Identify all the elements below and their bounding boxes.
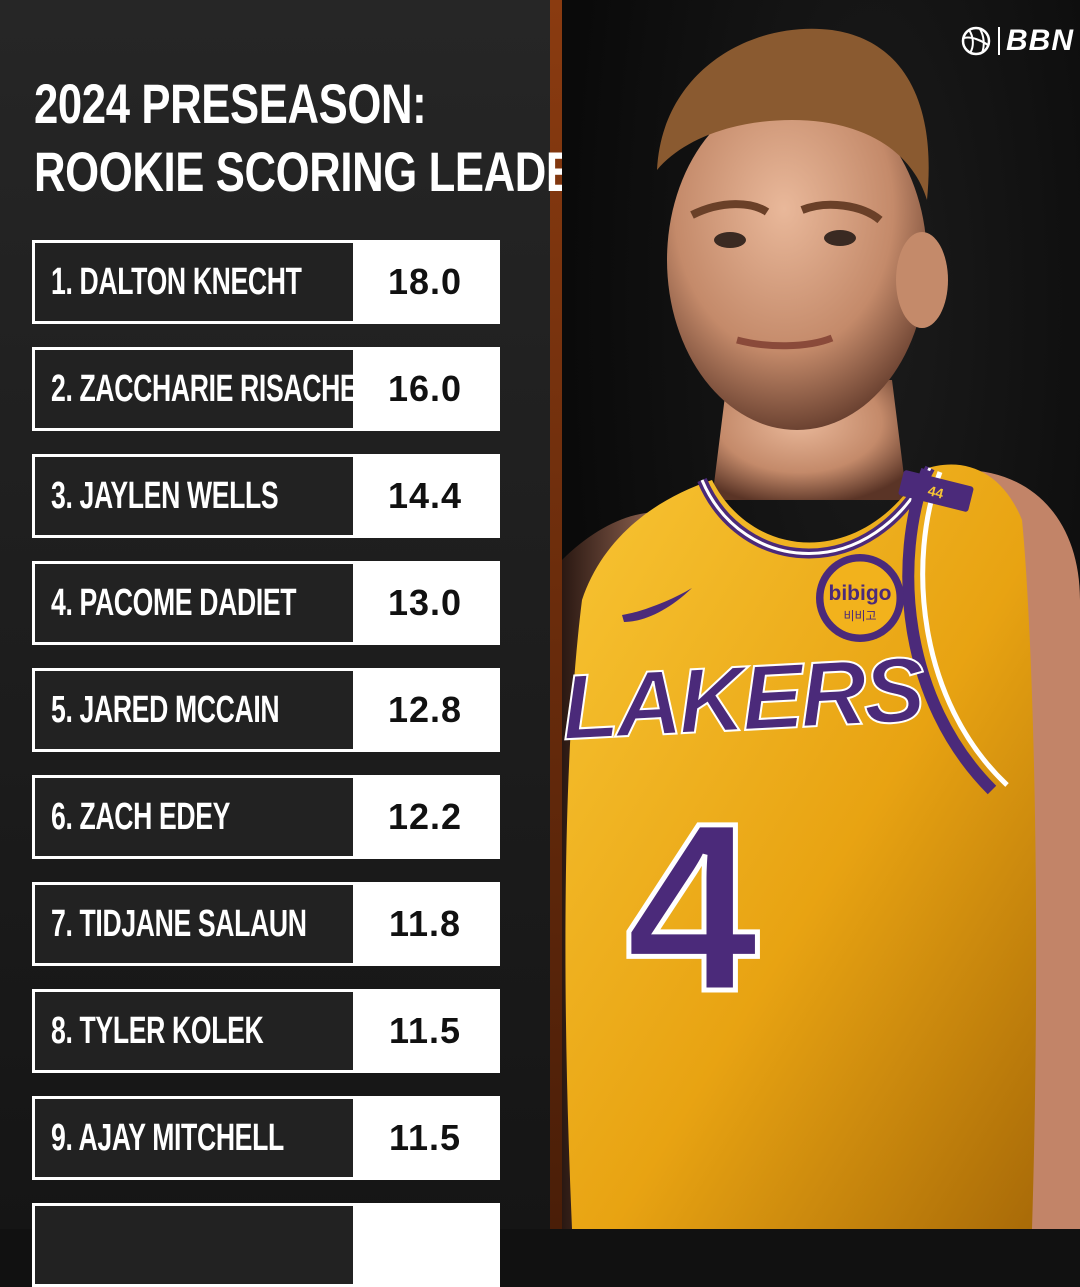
logo-text: BBN <box>1006 24 1074 57</box>
leader-name-cell: 2. ZACCHARIE RISACHER <box>35 350 353 428</box>
leader-name: 8. TYLER KOLEK <box>51 1009 264 1052</box>
leader-points: 11.5 <box>353 1099 497 1177</box>
hair-shape <box>657 28 929 200</box>
leader-row: 7. TIDJANE SALAUN 11.8 <box>32 882 500 966</box>
leader-name-cell: 5. JARED MCCAIN <box>35 671 353 749</box>
shoulder-band <box>898 470 974 512</box>
armhole-trim <box>902 467 997 795</box>
leader-points: 11.8 <box>353 885 497 963</box>
logo-swoosh <box>622 588 692 622</box>
leader-points: 11.5 <box>353 992 497 1070</box>
leader-points: 12.2 <box>353 778 497 856</box>
leader-row: 2. ZACCHARIE RISACHER 16.0 <box>32 347 500 431</box>
title-line-1: 2024 PRESEASON: <box>34 72 427 135</box>
armhole-trim-white <box>920 471 1009 787</box>
leader-name: 2. ZACCHARIE RISACHER <box>51 367 353 410</box>
leader-row: 5. JARED MCCAIN 12.8 <box>32 668 500 752</box>
leader-points: 14.4 <box>353 457 497 535</box>
jersey-wordmark: LAKERS <box>562 639 927 760</box>
leader-name: 5. JARED MCCAIN <box>51 688 280 731</box>
leader-row: 1. DALTON KNECHT 18.0 <box>32 240 500 324</box>
leader-name-cell: 9. AJAY MITCHELL <box>35 1099 353 1177</box>
jersey-patch-inner <box>820 558 900 638</box>
leader-name-cell: 1. DALTON KNECHT <box>35 243 353 321</box>
left-brow <box>690 200 770 219</box>
leader-name: 9. AJAY MITCHELL <box>51 1116 284 1159</box>
leader-name-cell: 8. TYLER KOLEK <box>35 992 353 1070</box>
mouth-shape <box>736 334 834 350</box>
leader-name: 4. PACOME DADIET <box>51 581 297 624</box>
divider-stripe <box>550 0 562 1229</box>
leader-row: 8. TYLER KOLEK 11.5 <box>32 989 500 1073</box>
leader-name: 7. TIDJANE SALAUN <box>51 902 307 945</box>
leader-name: 6. ZACH EDEY <box>51 795 231 838</box>
graphic-title: 2024 PRESEASON: ROOKIE SCORING LEADERS <box>34 70 635 206</box>
leader-name-cell: 3. JAYLEN WELLS <box>35 457 353 535</box>
title-line-2: ROOKIE SCORING LEADERS <box>34 140 635 203</box>
right-brow <box>800 200 883 224</box>
leader-row: 9. AJAY MITCHELL 11.5 <box>32 1096 500 1180</box>
bbn-logo: BBN <box>960 24 1074 58</box>
shoulder-number: 44 <box>926 482 945 501</box>
head-shape <box>667 90 927 430</box>
patch-subtext: 비비고 <box>843 609 876 623</box>
leader-points: 12.8 <box>353 671 497 749</box>
leader-row: 3. JAYLEN WELLS 14.4 <box>32 454 500 538</box>
left-eye <box>714 232 746 248</box>
leader-points: 18.0 <box>353 243 497 321</box>
leader-name: 1. DALTON KNECHT <box>51 260 302 303</box>
right-eye <box>824 230 856 246</box>
leader-points <box>353 1206 497 1284</box>
leader-row: 4. PACOME DADIET 13.0 <box>32 561 500 645</box>
leader-name-cell: 7. TIDJANE SALAUN <box>35 885 353 963</box>
player-illustration: 44 bibigo 비비고 LAKERS 4 <box>562 28 1080 1229</box>
leader-name: 3. JAYLEN WELLS <box>51 474 279 517</box>
ear-shape <box>896 232 948 328</box>
collar-trim-inner <box>700 467 932 555</box>
leader-row: 6. ZACH EDEY 12.2 <box>32 775 500 859</box>
basketball-icon <box>961 26 991 56</box>
logo-divider <box>998 27 1000 55</box>
leader-name-cell: 6. ZACH EDEY <box>35 778 353 856</box>
player-photo: 44 bibigo 비비고 LAKERS 4 <box>562 0 1080 1229</box>
leader-name-cell: 4. PACOME DADIET <box>35 564 353 642</box>
leader-points: 16.0 <box>353 350 497 428</box>
leader-row-partial <box>32 1203 500 1287</box>
leader-name-cell <box>35 1206 353 1284</box>
patch-text: bibigo <box>829 582 892 605</box>
jersey-number: 4 <box>625 773 758 1041</box>
leader-points: 13.0 <box>353 564 497 642</box>
